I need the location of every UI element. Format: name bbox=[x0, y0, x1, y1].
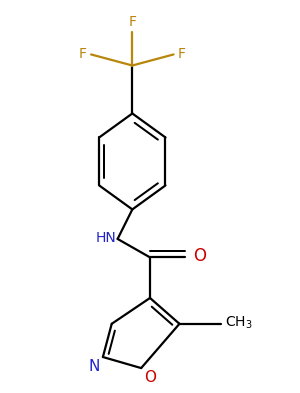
Text: F: F bbox=[178, 48, 186, 61]
Text: O: O bbox=[193, 246, 206, 264]
Text: F: F bbox=[128, 15, 136, 29]
Text: CH$_3$: CH$_3$ bbox=[225, 314, 253, 331]
Text: HN: HN bbox=[95, 231, 116, 245]
Text: F: F bbox=[79, 48, 87, 61]
Text: O: O bbox=[144, 370, 156, 385]
Text: N: N bbox=[88, 359, 100, 374]
